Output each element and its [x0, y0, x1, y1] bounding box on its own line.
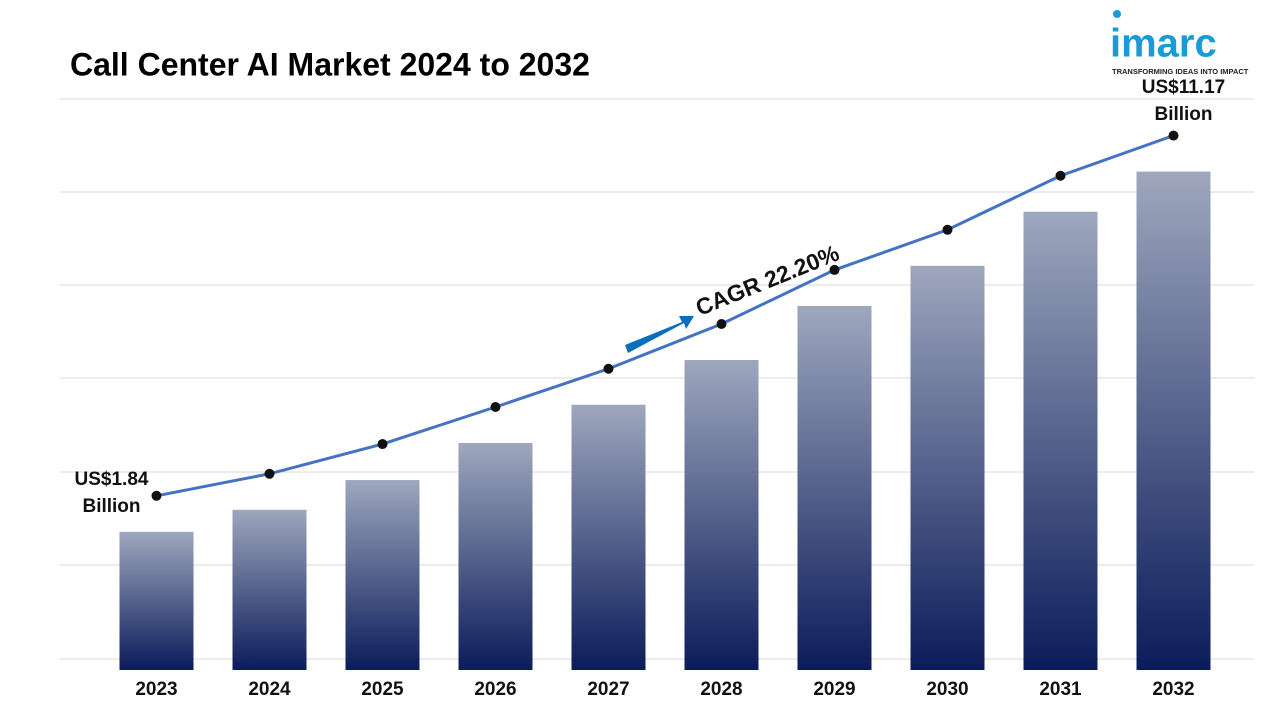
value-label: US$1.84 Billion — [74, 468, 149, 517]
x-tick-label: 2029 — [813, 679, 855, 700]
line-marker — [1055, 170, 1066, 181]
x-tick-label: 2025 — [361, 679, 404, 700]
line-marker — [490, 401, 501, 412]
x-tick-label: 2031 — [1039, 679, 1082, 700]
logo-dot — [1113, 10, 1121, 18]
bar — [1136, 171, 1211, 670]
logo-tagline: TRANSFORMING IDEAS INTO IMPACT — [1112, 67, 1249, 76]
line-marker — [1168, 130, 1179, 141]
bars — [119, 171, 1211, 671]
bar — [910, 265, 985, 670]
line-marker — [264, 468, 275, 479]
bar — [571, 404, 646, 670]
x-tick-label: 2032 — [1152, 679, 1194, 700]
cagr-arrow — [625, 316, 694, 353]
line-marker — [942, 224, 953, 235]
line-marker — [603, 363, 614, 374]
line-marker — [716, 318, 727, 329]
bar — [458, 442, 533, 670]
line-marker — [377, 439, 388, 450]
x-tick-label: 2030 — [926, 679, 968, 700]
x-tick-label: 2028 — [700, 679, 742, 700]
bar — [684, 359, 759, 670]
bar — [119, 531, 194, 670]
line-layer — [151, 130, 1179, 501]
x-tick-label: 2026 — [474, 679, 516, 700]
bar — [345, 480, 420, 670]
x-tick-label: 2023 — [135, 679, 177, 700]
bar — [797, 305, 872, 670]
x-tick-label: 2024 — [248, 679, 291, 700]
chart-title: Call Center AI Market 2024 to 2032 — [70, 46, 590, 82]
logo-name: imarc — [1110, 22, 1217, 66]
bar — [232, 509, 307, 670]
x-tick-label: 2027 — [587, 679, 629, 700]
trend-line — [156, 134, 1175, 498]
line-marker — [151, 490, 162, 501]
line-marker — [829, 264, 840, 275]
value-label: US$11.17 Billion — [1141, 76, 1226, 125]
bar — [1023, 211, 1098, 671]
